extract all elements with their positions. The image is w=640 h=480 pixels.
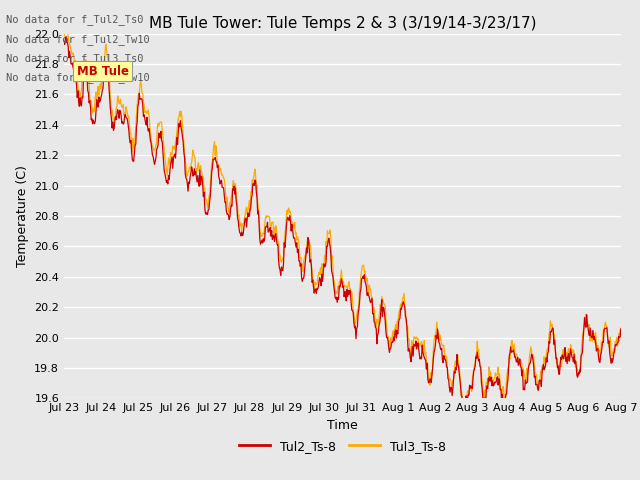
Text: No data for f_Tul2_Ts0: No data for f_Tul2_Ts0 [6,14,144,25]
Legend: Tul2_Ts-8, Tul3_Ts-8: Tul2_Ts-8, Tul3_Ts-8 [234,435,451,458]
Text: MB Tule: MB Tule [77,65,129,78]
Text: No data for f_Tul3_Ts0: No data for f_Tul3_Ts0 [6,53,144,64]
Text: No data for f_Tul3_Tw10: No data for f_Tul3_Tw10 [6,72,150,83]
Title: MB Tule Tower: Tule Temps 2 & 3 (3/19/14-3/23/17): MB Tule Tower: Tule Temps 2 & 3 (3/19/14… [148,16,536,31]
Text: No data for f_Tul2_Tw10: No data for f_Tul2_Tw10 [6,34,150,45]
Y-axis label: Temperature (C): Temperature (C) [16,165,29,267]
X-axis label: Time: Time [327,419,358,432]
